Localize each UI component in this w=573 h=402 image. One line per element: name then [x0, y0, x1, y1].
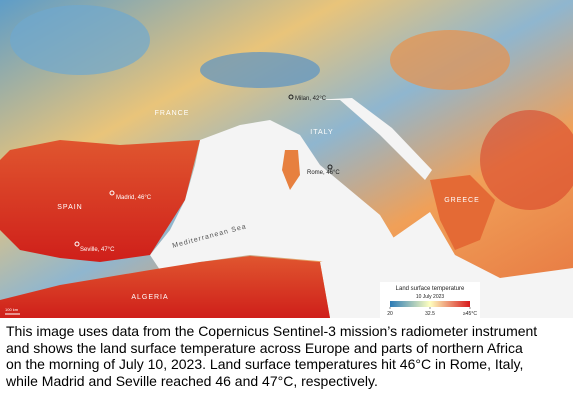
caption-line: on the morning of July 10, 2023. Land su… — [6, 356, 524, 372]
scale-label: 100 km — [5, 307, 19, 312]
africa — [0, 256, 330, 318]
city-label: Milan, 42°C — [295, 96, 327, 102]
city-label: Seville, 47°C — [80, 247, 115, 253]
cool-area — [200, 52, 320, 88]
greece — [430, 175, 495, 250]
city-marker — [288, 94, 294, 100]
sea — [310, 98, 432, 180]
city-label: Madrid, 46°C — [116, 195, 152, 201]
country-label: FRANCE — [155, 110, 190, 117]
country-label: GREECE — [444, 197, 480, 204]
legend-title: Land surface temperature — [396, 286, 465, 292]
city-marker — [327, 164, 333, 170]
caption-line: while Madrid and Seville reached 46 and … — [6, 372, 378, 389]
city-marker — [109, 190, 115, 196]
warm-area — [390, 30, 510, 90]
color-bar — [390, 301, 470, 307]
legend-box — [380, 282, 480, 318]
legend-tick-label: ≥45°C — [463, 311, 477, 317]
city-marker — [74, 241, 80, 247]
legend: Land surface temperature 10 July 2023 20… — [380, 282, 480, 318]
legend-tick-label: 20 — [387, 311, 393, 317]
cool-area — [10, 5, 150, 75]
country-label: SPAIN — [57, 204, 83, 211]
caption-line: This image uses data from the Copernicus… — [6, 323, 538, 339]
map: FRANCE ITALY SPAIN GREECE ALGERIA Milan,… — [0, 0, 573, 318]
spain — [0, 140, 200, 262]
city-label: Rome, 46°C — [307, 170, 340, 176]
country-label: ALGERIA — [131, 294, 168, 301]
legend-tick-label: 32.5 — [425, 311, 435, 317]
sea — [150, 120, 395, 270]
caption-line: and shows the land surface temperature a… — [6, 339, 523, 356]
caption: This image uses data from the Copernicus… — [6, 323, 537, 389]
warm-area — [480, 110, 573, 210]
legend-date: 10 July 2023 — [416, 294, 445, 300]
island — [282, 150, 300, 190]
country-label: ITALY — [310, 129, 333, 136]
